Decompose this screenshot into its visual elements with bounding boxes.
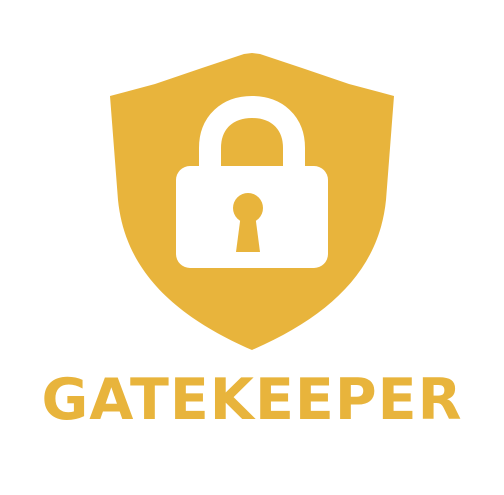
brand-wordmark: GATEKEEPER: [41, 367, 463, 433]
padlock-shackle: [199, 95, 305, 170]
keyhole-slot: [236, 214, 260, 252]
keyhole-circle: [233, 193, 263, 223]
